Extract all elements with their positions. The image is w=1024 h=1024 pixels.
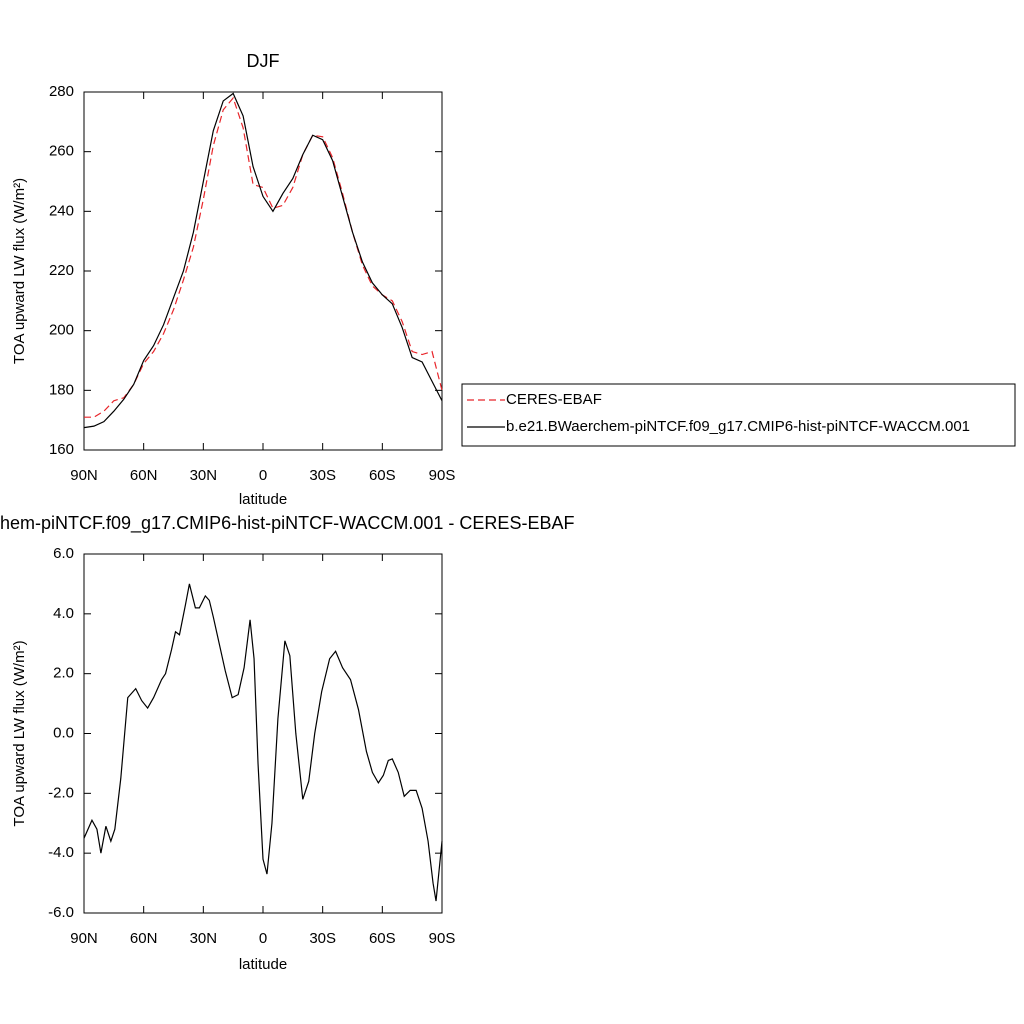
- y-tick-label: 180: [49, 381, 74, 398]
- legend-box: [461, 383, 1016, 447]
- y-tick-label: 240: [49, 202, 74, 219]
- y-axis-label: TOA upward LW flux (W/m²): [11, 178, 28, 364]
- data-line: [83, 92, 443, 429]
- x-axis-label: latitude: [239, 956, 287, 973]
- chart-title: DJF: [247, 51, 280, 71]
- y-tick-label: -4.0: [48, 844, 74, 861]
- y-tick-label: 6.0: [53, 545, 74, 562]
- y-tick-label: 200: [49, 322, 74, 339]
- x-tick-label: 60N: [130, 467, 158, 484]
- y-tick-label: -2.0: [48, 784, 74, 801]
- x-tick-label: 30N: [190, 467, 218, 484]
- x-axis-label: latitude: [239, 491, 287, 508]
- x-tick-label: 90N: [70, 930, 98, 947]
- x-tick-label: 60N: [130, 930, 158, 947]
- legend-label: CERES-EBAF: [506, 391, 602, 408]
- y-tick-label: -6.0: [48, 904, 74, 921]
- y-axis-label: TOA upward LW flux (W/m²): [11, 640, 28, 826]
- y-tick-label: 280: [49, 83, 74, 100]
- legend-label: b.e21.BWaerchem-piNTCF.f09_g17.CMIP6-his…: [506, 418, 970, 435]
- y-tick-label: 160: [49, 441, 74, 458]
- y-tick-label: 0.0: [53, 724, 74, 741]
- x-tick-label: 90N: [70, 467, 98, 484]
- data-line: [83, 583, 443, 902]
- x-tick-label: 0: [259, 930, 267, 947]
- y-tick-label: 260: [49, 143, 74, 160]
- y-tick-label: 4.0: [53, 605, 74, 622]
- chart-title: hem-piNTCF.f09_g17.CMIP6-hist-piNTCF-WAC…: [0, 513, 574, 534]
- x-tick-label: 30S: [309, 467, 336, 484]
- x-tick-label: 30S: [309, 930, 336, 947]
- data-line: [84, 96, 443, 418]
- x-tick-label: 30N: [190, 930, 218, 947]
- y-tick-label: 220: [49, 262, 74, 279]
- x-tick-label: 90S: [429, 467, 456, 484]
- y-tick-label: 2.0: [53, 665, 74, 682]
- x-tick-label: 0: [259, 467, 267, 484]
- x-tick-label: 60S: [369, 930, 396, 947]
- x-tick-label: 60S: [369, 467, 396, 484]
- x-tick-label: 90S: [429, 930, 456, 947]
- plot-frame: [83, 91, 443, 451]
